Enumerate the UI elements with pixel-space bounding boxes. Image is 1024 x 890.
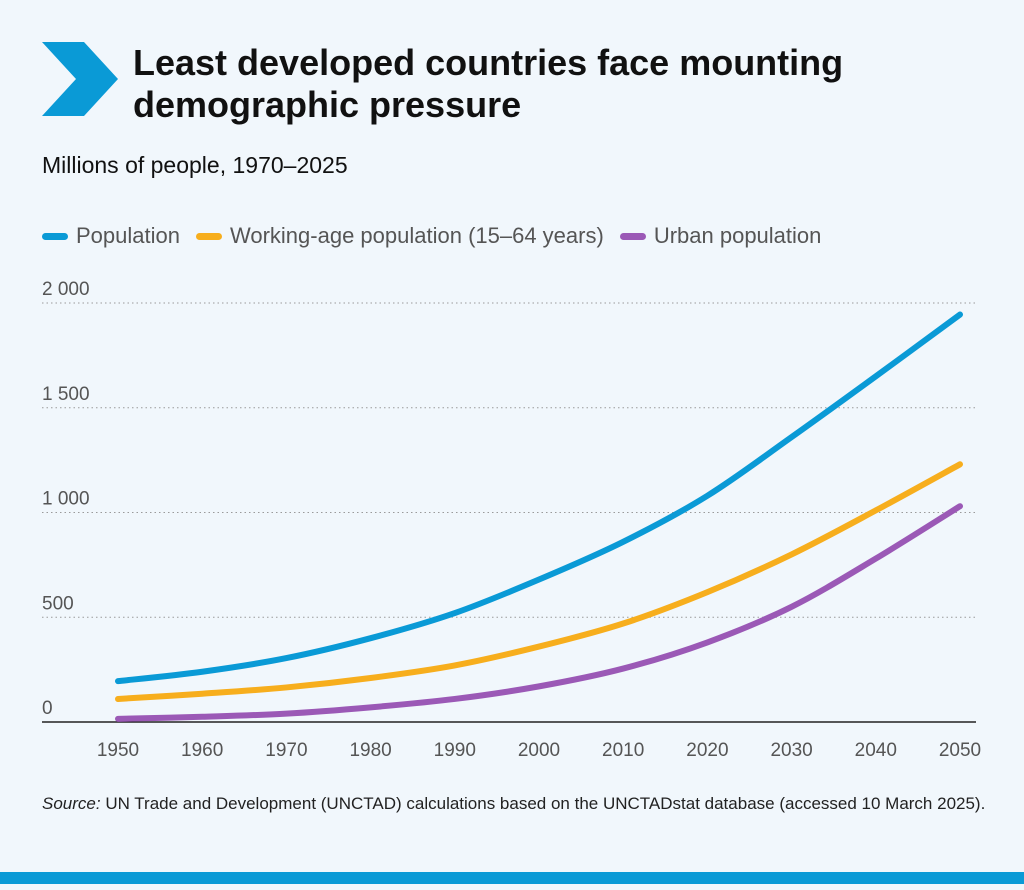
legend-item-workingage: Working-age population (15–64 years) [195, 223, 604, 249]
x-tick-label: 2050 [939, 740, 981, 761]
chevron-right-icon [42, 42, 118, 116]
source-label: Source: [42, 794, 101, 813]
bottom-accent-bar [0, 872, 1024, 884]
x-tick-label: 1990 [434, 740, 476, 761]
x-tick-label: 1980 [349, 740, 391, 761]
source-text: UN Trade and Development (UNCTAD) calcul… [100, 794, 986, 813]
source-note: Source: UN Trade and Development (UNCTAD… [42, 792, 992, 815]
y-tick-label: 1 000 [42, 489, 90, 510]
x-tick-label: 1970 [265, 740, 307, 761]
legend-swatch [42, 232, 68, 240]
legend-label: Working-age population (15–64 years) [229, 223, 604, 248]
series-line-workingage [115, 461, 963, 702]
chart-legend: Population Working-age population (15–64 … [42, 222, 837, 250]
x-tick-label: 2020 [686, 740, 728, 761]
legend-label: Population [76, 223, 180, 248]
chart-subtitle: Millions of people, 1970–2025 [42, 152, 348, 178]
x-tick-label: 2000 [518, 740, 560, 761]
series-line-population [115, 311, 963, 685]
y-tick-label: 2 000 [42, 279, 90, 300]
y-tick-label: 0 [42, 698, 53, 719]
chart-title: Least developed countries face mounting … [133, 42, 844, 125]
legend-swatch [195, 232, 222, 240]
x-tick-label: 2010 [602, 740, 644, 761]
series-line-urban [115, 503, 963, 722]
x-tick-label: 2030 [770, 740, 812, 761]
y-tick-label: 1 500 [42, 384, 90, 405]
y-tick-label: 500 [42, 593, 74, 614]
line-chart: 0 500 1 000 1 500 2 000 1950 1960 1970 1980 1990 2… [42, 279, 981, 761]
x-tick-label: 2040 [855, 740, 897, 761]
x-tick-label: 1960 [181, 740, 223, 761]
legend-label: Urban population [653, 223, 822, 248]
legend-swatch [619, 232, 646, 240]
legend-item-urban: Urban population [619, 223, 822, 249]
x-tick-label: 1950 [97, 740, 139, 761]
legend-item-population: Population [42, 223, 180, 249]
